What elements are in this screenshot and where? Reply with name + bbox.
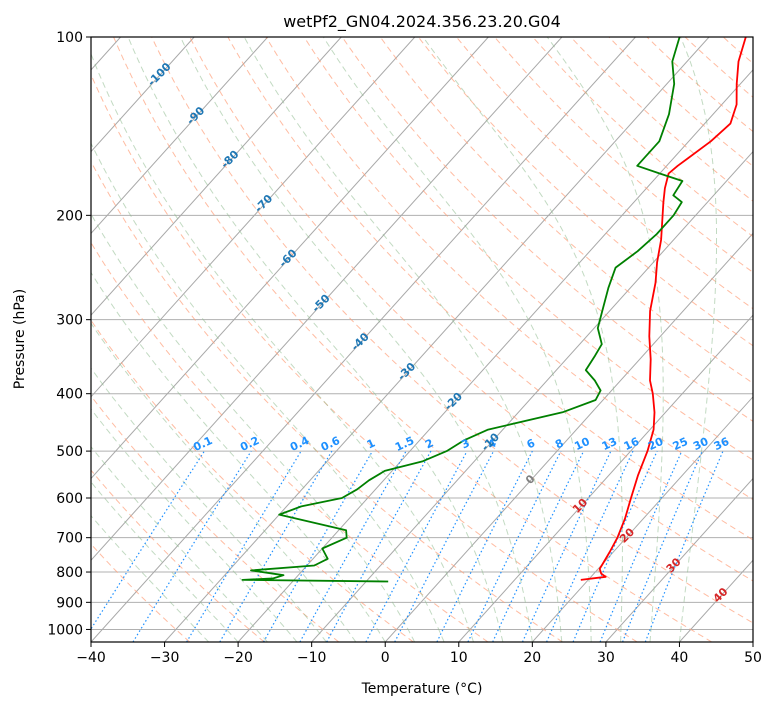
mixing-ratio-label: 10 — [572, 435, 592, 453]
moist-adiabat-line — [546, 37, 664, 642]
isotherm-line — [91, 37, 342, 316]
moist-adiabat-line — [322, 37, 592, 642]
moist-adiabat-line — [91, 481, 239, 642]
isotherm-line — [91, 37, 416, 398]
mixing-ratio-label: 36 — [712, 435, 732, 453]
x-tick-label: −30 — [150, 650, 180, 666]
moist-adiabat-line — [678, 37, 717, 642]
isotherm-line — [458, 314, 753, 642]
y-tick-label: 500 — [56, 444, 83, 460]
isotherm-line — [605, 477, 753, 642]
moist-adiabat-line — [179, 37, 533, 642]
chart-title: wetPf2_GN04.2024.356.23.20.G04 — [283, 12, 561, 32]
moist-adiabat-line — [91, 212, 416, 642]
isotherm-line — [91, 37, 563, 562]
mixing-ratio-line — [622, 450, 703, 642]
moist-adiabat-line — [91, 52, 474, 642]
isotherm-line — [311, 150, 753, 642]
x-tick-label: 40 — [670, 650, 688, 666]
dry-adiabat-line — [608, 37, 753, 167]
mixing-ratio-label: 20 — [646, 435, 666, 453]
moist-adiabat-line — [127, 37, 504, 642]
y-tick-label: 300 — [56, 313, 83, 329]
isotherm-line — [91, 37, 489, 480]
moist-adiabat-line — [91, 408, 298, 642]
temperature-profile-line — [580, 37, 747, 581]
y-tick-label: 100 — [56, 30, 83, 46]
y-axis-label: Pressure (hPa) — [12, 289, 28, 389]
moist-adiabat-line — [243, 37, 563, 642]
dry-adiabat-line — [456, 37, 753, 310]
mixing-ratio-line — [132, 450, 252, 642]
plot-area — [91, 37, 753, 642]
isotherm-line — [91, 37, 195, 153]
y-tick-label: 600 — [56, 491, 83, 507]
isotherm-line — [91, 37, 269, 235]
dry-adiabat-line — [341, 37, 753, 422]
x-tick-label: 10 — [450, 650, 468, 666]
x-tick-label: 50 — [744, 650, 762, 666]
dry-adiabat-line — [418, 37, 753, 347]
dry-adiabat-line — [379, 37, 753, 384]
mixing-ratio-line — [299, 450, 407, 642]
x-tick-label: −20 — [223, 650, 253, 666]
dry-adiabat-line — [570, 37, 753, 202]
isotherm-line — [531, 396, 753, 642]
moist-adiabat-line — [91, 271, 386, 642]
moist-adiabat-line — [91, 322, 357, 642]
mixing-ratio-line — [599, 450, 683, 642]
isotherm-line — [164, 37, 710, 642]
y-tick-label: 800 — [56, 565, 83, 581]
mixing-ratio-line — [572, 450, 658, 642]
mixing-ratio-line — [91, 450, 205, 631]
moist-adiabat-line — [91, 367, 327, 642]
dry-adiabat-line — [91, 319, 414, 642]
y-tick-label: 900 — [56, 595, 83, 611]
mixing-ratio-label: 25 — [671, 435, 690, 453]
mixing-ratio-line — [365, 450, 468, 642]
mixing-ratio-line — [644, 450, 724, 642]
x-tick-label: 20 — [523, 650, 541, 666]
y-tick-label: 700 — [56, 531, 83, 547]
isotherm-line — [237, 69, 753, 642]
plot-frame — [90, 36, 754, 643]
isotherm-line — [384, 232, 753, 642]
moist-adiabat-line — [91, 142, 445, 642]
x-tick-label: 0 — [381, 650, 390, 666]
x-tick-label: 30 — [597, 650, 615, 666]
mixing-ratio-label: 16 — [622, 435, 642, 453]
dry-adiabat-line — [91, 395, 340, 642]
moist-adiabat-line — [91, 445, 268, 642]
moist-adiabat-line — [422, 37, 623, 642]
dry-adiabat-line — [303, 37, 753, 461]
x-axis-label: Temperature (°C) — [361, 681, 483, 697]
dry-adiabat-line — [227, 37, 753, 541]
dry-adiabat-line — [91, 160, 563, 642]
dry-adiabat-line — [113, 37, 713, 642]
isotherm-line — [91, 37, 636, 642]
dry-adiabat-line — [189, 37, 753, 582]
x-tick-label: −10 — [297, 650, 327, 666]
mixing-ratio-line — [326, 450, 432, 642]
dry-adiabat-line — [151, 37, 753, 624]
y-tick-label: 200 — [56, 208, 83, 224]
dewpoint-profile-line — [241, 37, 684, 583]
dry-adiabat-line — [91, 73, 638, 642]
axes: −40 −30 −20 −10 0 10 20 30 40 50 100 200 300 400 500 60… — [47, 30, 762, 666]
mixing-ratio-label: 13 — [600, 435, 619, 453]
y-tick-label: 1000 — [47, 622, 83, 638]
mixing-ratio-label: 30 — [691, 435, 711, 453]
y-tick-label: 400 — [56, 387, 83, 403]
x-tick-label: −40 — [76, 650, 106, 666]
mixing-ratio-line — [546, 450, 634, 642]
mixing-ratio-line — [436, 450, 533, 642]
